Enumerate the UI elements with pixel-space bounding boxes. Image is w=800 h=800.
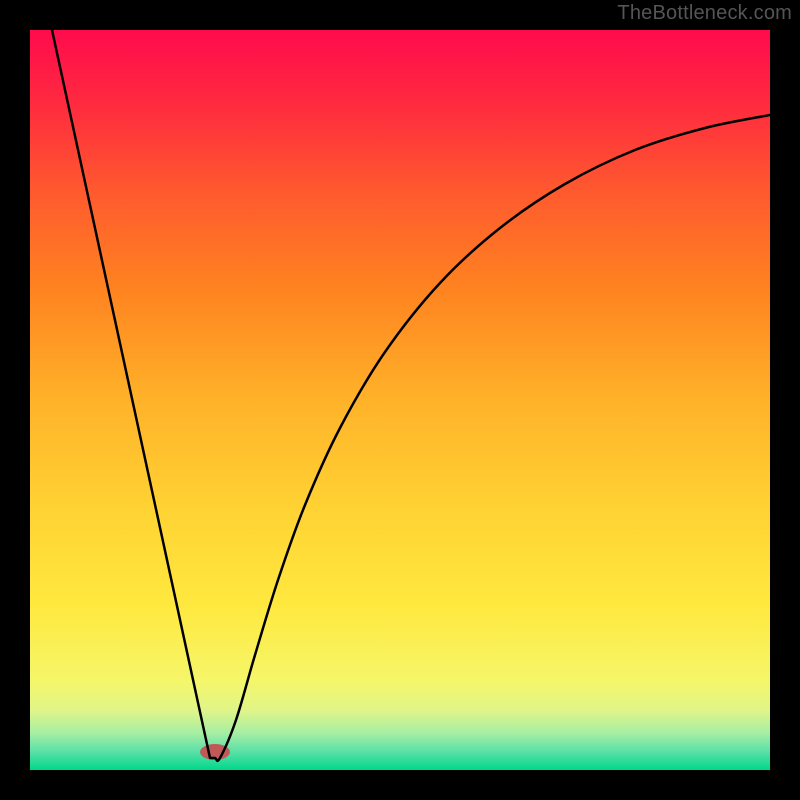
bottleneck-chart-svg bbox=[0, 0, 800, 800]
chart-container: TheBottleneck.com bbox=[0, 0, 800, 800]
